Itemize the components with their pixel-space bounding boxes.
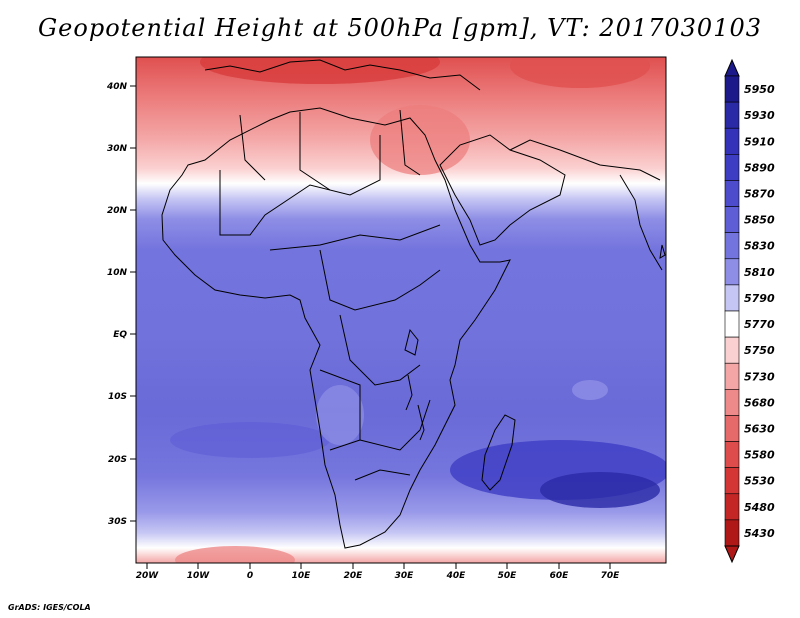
coastlines [161, 59, 666, 549]
lat-label: 40N [106, 82, 128, 92]
lon-label: 10W [187, 571, 211, 581]
legend-label: 5750 [744, 344, 775, 357]
lon-label: 40E [446, 571, 467, 581]
map-frame [135, 56, 667, 564]
legend-label: 5790 [744, 292, 775, 305]
lat-label: 20N [107, 206, 128, 216]
legend-label: 5950 [744, 83, 775, 96]
lon-label: 0 [247, 571, 253, 581]
lat-label: 30N [107, 144, 128, 154]
map-title: Geopotential Height at 500hPa [gpm], VT:… [38, 14, 762, 42]
lat-label: 10S [108, 392, 127, 402]
legend-swatch [724, 441, 740, 468]
lat-label: EQ [113, 330, 127, 340]
lon-label: 10E [292, 571, 312, 581]
legend-label: 5480 [744, 501, 775, 514]
legend-label: 5770 [744, 318, 775, 331]
legend-label: 5580 [744, 449, 775, 462]
latitude-axis: 40N 30N 20N 10N EQ 10S 20S 30S [106, 82, 136, 527]
legend-swatch [724, 493, 740, 521]
legend-swatch [724, 389, 740, 416]
legend-swatch [724, 336, 740, 364]
legend-swatch [724, 232, 740, 260]
footer-credit: GrADS: IGES/COLA [8, 603, 91, 612]
lat-label: 30S [108, 517, 127, 527]
legend-label: 5910 [744, 135, 775, 148]
legend-label: 5810 [744, 266, 775, 279]
lon-label: 60E [550, 571, 570, 581]
legend-label: 5850 [744, 214, 775, 227]
legend-swatch [724, 180, 740, 207]
legend-swatch [724, 101, 740, 129]
legend-swatch [724, 519, 740, 547]
legend-label: 5530 [744, 475, 775, 488]
lon-label: 20E [344, 571, 364, 581]
height-field [136, 57, 666, 563]
legend-label: 5890 [744, 161, 775, 174]
legend-swatch [724, 362, 740, 390]
legend-swatch [724, 127, 740, 155]
legend-label: 5630 [744, 423, 775, 436]
legend-swatch [724, 284, 740, 312]
legend-label: 5930 [744, 109, 775, 122]
legend-swatch [724, 415, 740, 442]
color-legend: 5950 5930 5910 5890 5870 5850 5830 5810 5790 5770… [724, 58, 775, 564]
legend-swatch [724, 206, 740, 233]
legend-label: 5680 [744, 396, 775, 409]
legend-label: 5870 [744, 188, 775, 201]
lon-label: 20W [136, 571, 160, 581]
lat-label: 10N [107, 268, 128, 278]
lon-label: 30E [395, 571, 415, 581]
legend-swatch [724, 258, 740, 286]
legend-swatch [724, 467, 740, 495]
legend-arrow-up [724, 58, 740, 77]
lon-label: 70E [601, 571, 621, 581]
legend-swatch [724, 154, 740, 181]
legend-label: 5430 [744, 527, 775, 540]
legend-swatch [724, 75, 740, 103]
lat-label: 20S [108, 455, 127, 465]
longitude-axis: 20W 10W 0 10E 20E 30E 40E 50E 60E 70E [136, 563, 620, 581]
legend-arrow-down [724, 545, 740, 564]
legend-swatch [724, 310, 740, 338]
lon-label: 50E [498, 571, 518, 581]
legend-label: 5830 [744, 240, 775, 253]
legend-label: 5730 [744, 370, 775, 383]
